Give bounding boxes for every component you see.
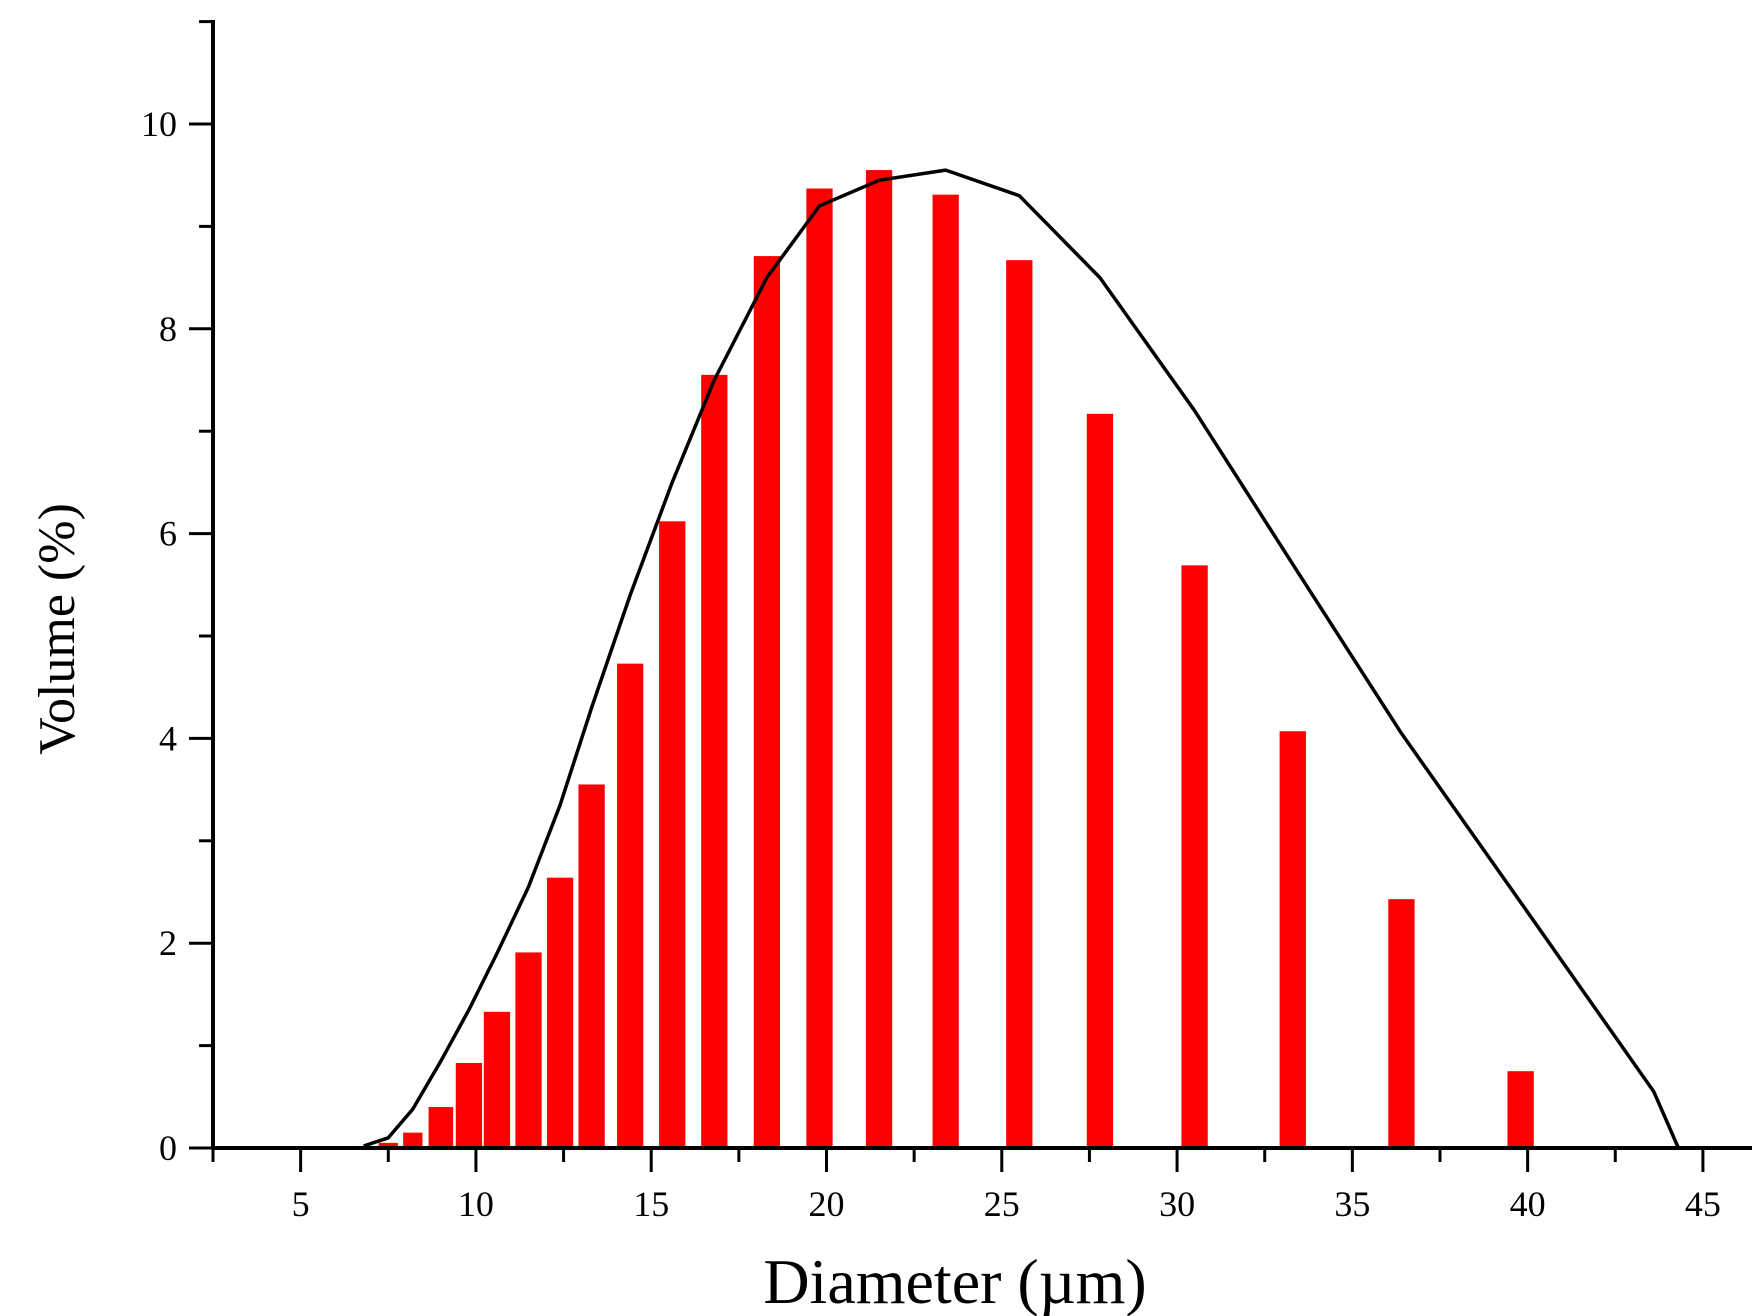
bar	[1086, 413, 1114, 1148]
bar	[546, 877, 574, 1148]
fit-curve	[363, 168, 1681, 1149]
bar	[806, 188, 833, 1149]
y-tick-label: 2	[159, 923, 177, 963]
bar	[1279, 731, 1306, 1148]
x-axis-title: Diameter (µm)	[763, 1246, 1146, 1316]
bar	[701, 374, 728, 1148]
x-tick-label: 5	[292, 1184, 310, 1224]
y-tick-label: 0	[159, 1128, 177, 1168]
x-tick-label: 40	[1510, 1184, 1546, 1224]
x-tick-label: 45	[1685, 1184, 1721, 1224]
x-tick-label: 35	[1334, 1184, 1370, 1224]
x-tick-label: 15	[633, 1184, 669, 1224]
fit-curve-layer	[363, 168, 1681, 1149]
y-tick-label: 10	[141, 104, 177, 144]
bar	[1388, 899, 1415, 1148]
bar	[428, 1107, 454, 1148]
bar	[578, 784, 605, 1148]
bar	[455, 1063, 483, 1148]
y-tick-label: 6	[159, 514, 177, 554]
axes: 0 2 4 6 8 10 5 10 15 20 25 30 35 40 45	[141, 20, 1752, 1224]
x-tick-label: 20	[808, 1184, 844, 1224]
bar-series	[354, 170, 1667, 1149]
bar	[865, 170, 893, 1148]
bar	[932, 194, 959, 1148]
x-tick-label: 30	[1159, 1184, 1195, 1224]
bar	[659, 521, 686, 1148]
bar	[483, 1011, 511, 1148]
bar	[617, 663, 644, 1148]
y-tick-label: 8	[159, 309, 177, 349]
x-tick-label: 25	[984, 1184, 1020, 1224]
bar	[1181, 565, 1208, 1148]
bar	[1006, 260, 1033, 1148]
bar	[378, 1142, 398, 1148]
bar	[403, 1132, 423, 1148]
x-tick-label: 10	[458, 1184, 494, 1224]
bar	[515, 952, 542, 1148]
bar	[753, 256, 781, 1148]
y-axis-title: Volume (%)	[29, 503, 86, 755]
bar	[1507, 1071, 1534, 1148]
y-tick-label: 4	[159, 718, 177, 758]
